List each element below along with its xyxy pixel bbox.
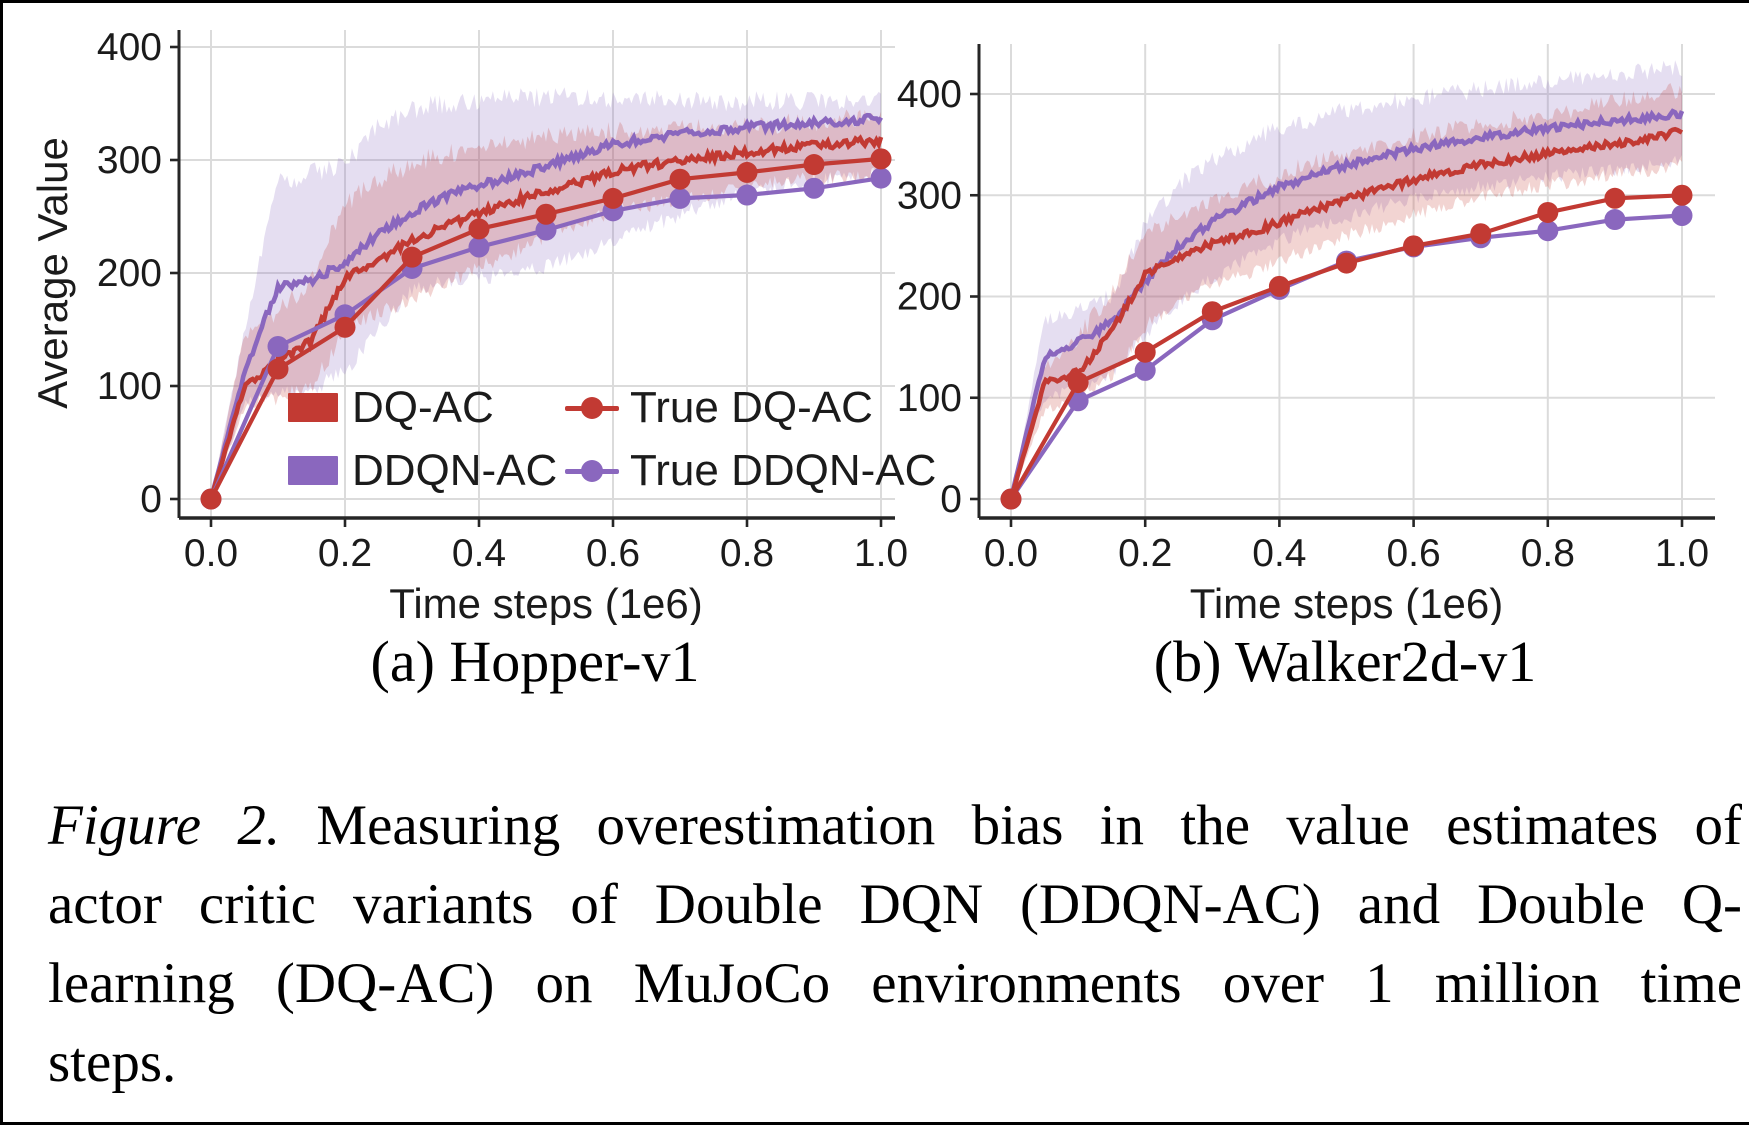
marker-true-ddqn-ac	[267, 335, 289, 357]
x-tick-label: 0.0	[184, 532, 238, 575]
legend-swatch-ddqn-ac	[288, 456, 338, 485]
y-tick-label: 0	[140, 478, 162, 521]
legend-marker-symbol-true-ddqn-ac	[565, 446, 619, 496]
band-ddqn-ac	[1011, 60, 1682, 500]
line-dq-ac	[1008, 126, 1684, 500]
chart-walker2d-v1: 0.0 0.2 0.4 0.6 0.8 1.0 0 100 200 300 400 Time step…	[897, 44, 1715, 625]
x-tick-label: 0.6	[1386, 532, 1440, 575]
y-tick-label: 100	[97, 365, 162, 408]
marker-true-ddqn-ac	[870, 167, 892, 189]
marker-true-ddqn-ac	[736, 184, 758, 206]
line-dq-ac	[208, 134, 884, 500]
chart-hopper-v1: 0.0 0.2 0.4 0.6 0.8 1.0 0 100 200 300 400 Time step…	[29, 26, 908, 625]
marker-true-dq-ac	[468, 218, 490, 240]
marker-true-dq-ac	[1336, 252, 1357, 274]
y-tick-label: 100	[897, 377, 962, 420]
y-tick-label: 300	[97, 139, 162, 182]
y-tick-label: 0	[940, 478, 962, 521]
marker-true-dq-ac	[1537, 201, 1559, 223]
legend-row-2: DDQN-AC True DDQN-AC	[288, 446, 936, 496]
marker-true-dq-ac	[1268, 275, 1290, 297]
legend-label-true-dq-ac: True DQ-AC	[630, 383, 873, 432]
legend-marker-symbol-true-dq-ac	[565, 383, 619, 433]
legend-label-true-ddqn-ac: True DDQN-AC	[630, 446, 937, 495]
marker-true-dq-ac	[736, 161, 758, 183]
y-tick-label: 200	[97, 252, 162, 295]
legend-row-1: DQ-AC True DQ-AC	[288, 383, 928, 433]
legend: DQ-AC True DQ-AC DDQN-AC True DDQN-AC	[288, 383, 936, 509]
marker-true-dq-ac	[1403, 235, 1425, 257]
x-tick-label: 0.2	[318, 532, 372, 575]
band-dq-ac	[1011, 83, 1682, 499]
x-tick-label: 0.4	[1252, 532, 1306, 575]
band-dq-ac	[211, 109, 881, 500]
subcaption-hopper: (a) Hopper-v1	[370, 629, 700, 694]
marker-true-dq-ac	[267, 358, 289, 380]
band-ddqn-ac	[211, 87, 881, 499]
caption-line-1-text: Measuring overestimation bias in the val…	[316, 794, 1742, 857]
caption-line-2: actor critic variants of Double DQN (DDQ…	[48, 873, 1742, 936]
x-axis-label: Time steps (1e6)	[389, 580, 703, 625]
marker-true-ddqn-ac	[468, 236, 490, 258]
x-tick-label: 0.2	[1118, 532, 1172, 575]
y-axis-label: Average Value	[29, 137, 76, 409]
y-tick-label: 400	[97, 26, 162, 69]
marker-true-dq-ac	[401, 246, 423, 268]
marker-true-dq-ac	[803, 154, 825, 176]
page-border-top	[0, 0, 1749, 3]
marker-true-ddqn-ac	[669, 187, 691, 209]
legend-label-ddqn-ac: DDQN-AC	[352, 446, 558, 495]
marker-true-dq-ac	[535, 203, 557, 225]
marker-true-dq-ac	[1604, 187, 1626, 209]
y-tick-label: 200	[897, 276, 962, 319]
marker-true-dq-ac	[870, 148, 892, 170]
figure-caption: Figure 2. Measuring overestimation bias …	[48, 786, 1742, 1102]
marker-true-ddqn-ac	[803, 177, 825, 199]
caption-line-4: steps.	[48, 1031, 177, 1094]
x-tick-label: 0.6	[586, 532, 640, 575]
x-tick-label: 0.8	[720, 532, 774, 575]
x-tick-label: 0.0	[984, 532, 1038, 575]
legend-swatch-dq-ac	[288, 393, 338, 422]
y-tick-label: 400	[897, 73, 962, 116]
marker-true-dq-ac	[1067, 372, 1089, 394]
marker-true-dq-ac	[669, 168, 691, 190]
marker-true-dq-ac	[1470, 223, 1492, 245]
marker-true-dq-ac	[334, 316, 356, 338]
x-tick-label: 1.0	[1655, 532, 1709, 575]
marker-true-dq-ac	[1201, 301, 1223, 323]
x-tick-label: 1.0	[854, 532, 908, 575]
marker-true-ddqn-ac	[535, 219, 557, 241]
page-border-left	[0, 0, 3, 1125]
line-ddqn-ac	[208, 112, 883, 500]
caption-line-3: learning (DQ-AC) on MuJoCo environments …	[48, 952, 1742, 1015]
x-axis-label: Time steps (1e6)	[1190, 580, 1504, 625]
marker-true-dq-ac	[200, 488, 222, 510]
y-tick-label: 300	[897, 174, 962, 217]
marker-true-dq-ac	[1671, 184, 1693, 206]
marker-true-ddqn-ac	[1134, 359, 1156, 381]
marker-true-dq-ac	[602, 187, 624, 209]
x-tick-label: 0.4	[452, 532, 506, 575]
marker-true-ddqn-ac	[1604, 209, 1626, 231]
marker-true-ddqn-ac	[1671, 205, 1693, 226]
x-tick-label: 0.8	[1521, 532, 1575, 575]
page-border-bottom	[0, 1122, 1749, 1125]
marker-true-dq-ac	[1134, 341, 1156, 363]
marker-true-ddqn-ac	[1537, 220, 1559, 242]
subcaption-walker2d: (b) Walker2d-v1	[1153, 629, 1537, 694]
legend-label-dq-ac: DQ-AC	[352, 383, 494, 432]
marker-true-dq-ac	[1000, 488, 1022, 510]
caption-figure-number: Figure 2.	[48, 794, 281, 857]
caption-line-1: Figure 2. Measuring overestimation bias …	[48, 786, 1742, 865]
